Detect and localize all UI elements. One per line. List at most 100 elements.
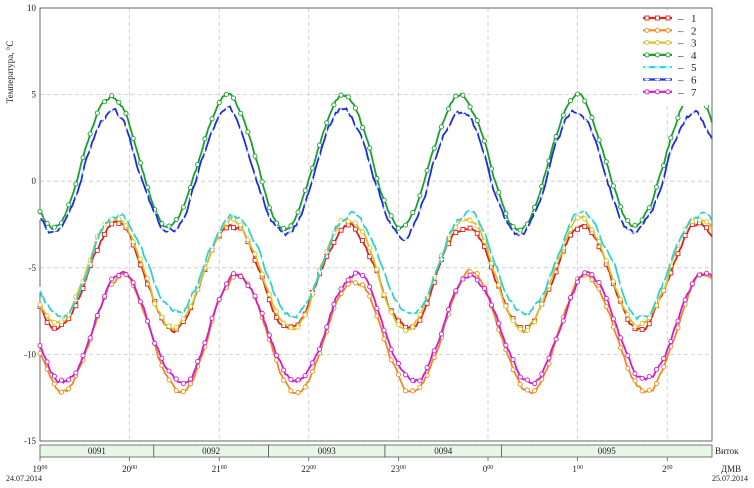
x-tick-hour: 19 [33, 464, 43, 474]
series-4-point [137, 160, 143, 166]
series-6-point [116, 114, 122, 120]
series-2-point [180, 388, 186, 395]
series-7-point [309, 360, 315, 366]
series-4-point [73, 181, 79, 187]
legend-marker-6 [665, 77, 671, 82]
x-tick-label: 100 [572, 464, 583, 474]
series-7-point [618, 335, 624, 341]
series-2-point [524, 387, 530, 393]
series-5-point [610, 259, 616, 265]
series-3-point [539, 301, 545, 307]
series-3-point [302, 312, 308, 318]
series-7-point [403, 372, 409, 378]
series-7-point [532, 380, 538, 387]
legend-marker-2 [654, 27, 661, 33]
series-6-point [295, 219, 301, 225]
series-4-point [639, 217, 645, 223]
series-7-point [273, 352, 280, 358]
series-5-point [395, 300, 401, 306]
series-6-point [582, 117, 588, 123]
x-axis: 1900 2000 2100 2200 2300 000 100 200 ДМВ24.07.20… [6, 457, 748, 483]
series-6-point [682, 118, 688, 124]
series-4-point [288, 223, 294, 229]
series-6-point [238, 127, 244, 133]
series-3-point [661, 287, 667, 294]
orbit-label: 0095 [598, 446, 617, 456]
series-4-point [632, 222, 638, 228]
series-5-point [367, 234, 373, 240]
series-6-point [560, 122, 566, 128]
series-3-point [589, 227, 595, 233]
series-7-point [546, 355, 552, 361]
series-6-point [44, 227, 50, 233]
series-3-point [503, 303, 509, 309]
legend-marker-1 [655, 15, 660, 21]
series-7-point [560, 318, 566, 324]
series-7-point [704, 270, 710, 276]
series-5-point [137, 243, 143, 249]
series-7-point [446, 307, 452, 313]
series-2-point [374, 313, 380, 319]
series-4-point [553, 133, 559, 140]
series-1-point [331, 240, 337, 245]
series-7-point [625, 352, 631, 359]
series-2-point [653, 380, 659, 387]
series-7-point [374, 305, 380, 311]
legend-marker-7 [665, 89, 671, 95]
series-4-point [259, 179, 265, 185]
legend-marker-4 [644, 52, 650, 58]
series-2-point [309, 369, 315, 375]
series-3-point [166, 323, 172, 329]
series-4-point [481, 138, 487, 144]
series-6-point [145, 191, 151, 197]
series-6-point [231, 110, 237, 116]
series-2-point [596, 286, 602, 292]
series-6-point [302, 200, 308, 206]
orbit-band: 0091 0092 0093 0094 0095 Виток [39, 444, 739, 458]
series-5-point [209, 244, 215, 250]
series-7-point [345, 277, 351, 283]
series-5-point [496, 271, 502, 277]
series-4-point [625, 218, 631, 224]
series-4-point [331, 102, 337, 108]
series-7-point [209, 315, 215, 321]
y-axis-label: Температура, °C [5, 41, 15, 104]
legend-marker-3 [644, 40, 650, 46]
y-tick-label: 0 [32, 176, 37, 186]
y-axis: 10 5 0 -5 -10 -15 [24, 3, 37, 446]
y-tick-label: 10 [27, 3, 37, 13]
orbit-label: 0091 [88, 446, 106, 456]
legend-label-6: 6 [691, 75, 697, 87]
series-7-point [338, 286, 344, 292]
series-5-point [202, 260, 208, 266]
series-3-point [252, 251, 258, 257]
series-2-point [625, 365, 631, 371]
series-5-point [252, 239, 258, 245]
series-4-point [603, 159, 609, 165]
series-5-point [309, 289, 315, 295]
series-7-point [431, 348, 437, 354]
legend-dash: – [677, 62, 684, 74]
series-7-point [567, 295, 573, 301]
series-1-point [231, 225, 236, 231]
series-7-point [130, 280, 136, 286]
legend-dash: – [677, 87, 684, 99]
legend-label-2: 2 [691, 25, 697, 37]
orbit-axis-label: Виток [715, 446, 739, 456]
series-3-point [639, 320, 645, 326]
series-6-point [137, 171, 143, 177]
series-7-point [589, 272, 595, 278]
series-7-point [474, 277, 480, 283]
series-3-point [496, 282, 502, 288]
series-6-point [618, 216, 624, 222]
series-5-point [489, 252, 495, 258]
x-tick-label: 2200 [301, 464, 316, 474]
series-2-point [675, 325, 681, 331]
series-5-point [575, 210, 581, 216]
series-2-point [603, 304, 609, 310]
series-4-point [410, 210, 416, 216]
series-6-point [309, 178, 315, 184]
series-7-point [367, 284, 373, 290]
series-4-point [582, 98, 588, 104]
series-7-point [417, 378, 423, 384]
